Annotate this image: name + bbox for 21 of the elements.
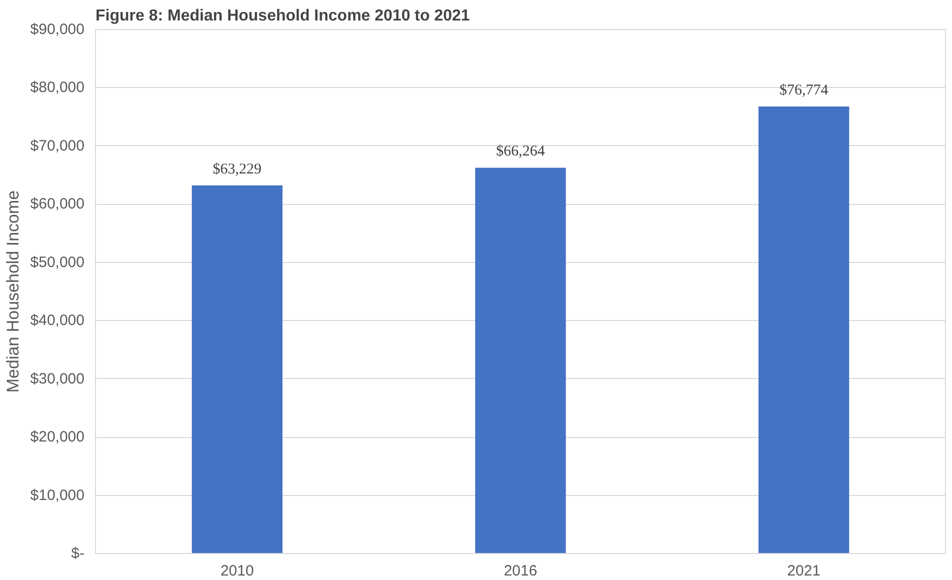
y-axis-title: Median Household Income (3, 190, 22, 393)
y-tick-label: $20,000 (30, 428, 85, 446)
x-tick-label: 2021 (787, 562, 821, 580)
x-tick-label: 2010 (220, 562, 254, 580)
data-label: $63,229 (212, 161, 262, 178)
x-tick-label: 2016 (504, 562, 538, 580)
y-tick-label: $- (71, 545, 85, 562)
bar (192, 185, 282, 554)
y-tick-label: $50,000 (30, 254, 85, 271)
y-tick-label: $90,000 (30, 21, 85, 38)
data-label: $76,774 (779, 82, 829, 99)
data-label: $66,264 (496, 144, 546, 160)
bar (758, 106, 850, 554)
bar (475, 168, 566, 554)
y-tick-label: $40,000 (30, 312, 85, 330)
y-tick-label: $30,000 (30, 370, 85, 388)
y-tick-label: $10,000 (30, 486, 85, 504)
y-tick-label: $80,000 (30, 79, 85, 96)
chart-title: Figure 8: Median Household Income 2010 to 2021 (96, 8, 470, 24)
y-tick-label: $70,000 (30, 137, 85, 154)
y-tick-label: $60,000 (30, 196, 85, 213)
